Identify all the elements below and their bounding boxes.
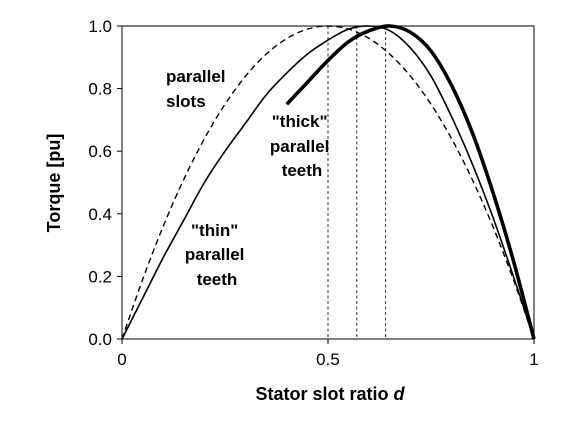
annotation-thin-line-1: "thin" bbox=[191, 221, 238, 240]
x-axis-title: Stator slot ratio d bbox=[255, 384, 405, 404]
x-axis-title-text: Stator slot ratio bbox=[255, 384, 393, 404]
annotation-thin-parallel-teeth: "thin" parallel teeth bbox=[185, 221, 249, 289]
reference-lines bbox=[327, 26, 387, 339]
x-tick-label: 0.5 bbox=[316, 350, 340, 369]
x-axis-ticks: 0 0.5 1 bbox=[117, 339, 539, 369]
annotation-thick-parallel-teeth: "thick" parallel teeth bbox=[270, 112, 334, 180]
annotation-parallel-slots: parallel slots bbox=[166, 67, 230, 111]
annotation-parallel-slots-line-1: parallel bbox=[166, 67, 226, 86]
x-tick-label: 1 bbox=[529, 350, 538, 369]
x-axis-title-variable: d bbox=[394, 384, 406, 404]
y-axis-title: Torque [pu] bbox=[44, 134, 64, 233]
annotation-thick-line-2: parallel bbox=[270, 137, 330, 156]
y-tick-label: 0.4 bbox=[88, 205, 112, 224]
y-tick-label: 0.0 bbox=[88, 330, 112, 349]
series-line-solid-thin bbox=[121, 25, 535, 340]
annotation-thin-line-2: parallel bbox=[185, 245, 245, 264]
y-tick-label: 0.6 bbox=[88, 142, 112, 161]
series-line-solid-thick bbox=[285, 24, 536, 340]
x-tick-label: 0 bbox=[117, 350, 126, 369]
annotation-thin-line-3: teeth bbox=[197, 270, 238, 289]
y-tick-label: 0.2 bbox=[88, 267, 112, 286]
annotation-thick-line-3: teeth bbox=[282, 161, 323, 180]
annotation-thick-line-1: "thick" bbox=[272, 112, 328, 131]
y-axis-ticks: 0.0 0.2 0.4 0.6 0.8 1.0 bbox=[88, 17, 122, 349]
annotation-parallel-slots-line-2: slots bbox=[166, 92, 206, 111]
y-tick-label: 0.8 bbox=[88, 80, 112, 99]
y-tick-label: 1.0 bbox=[88, 17, 112, 36]
